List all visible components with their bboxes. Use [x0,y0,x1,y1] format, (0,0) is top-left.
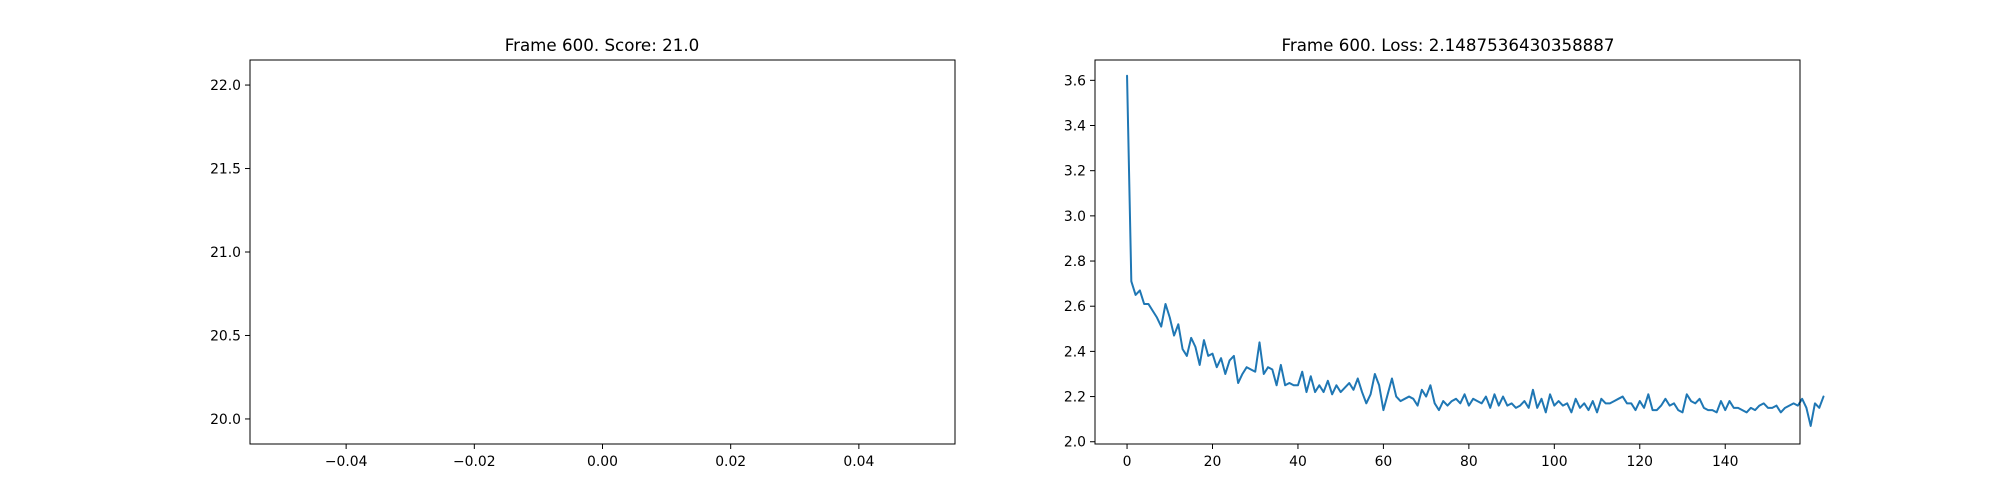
x-tick-label: 0.00 [587,454,618,470]
loss-chart-frame [1094,59,1801,445]
y-tick-label: 3.6 [1064,73,1086,89]
score-chart: Frame 600. Score: 21.0 −0.04 −0.02 0.00 0.0… [210,35,956,470]
loss-chart-y-ticks: 2.0 2.2 2.4 2.6 2.8 3.0 3.2 3.4 3.6 [1064,73,1095,451]
score-chart-y-ticks: 20.0 20.5 21.0 21.5 22.0 [210,78,250,428]
score-chart-x-ticks: −0.04 −0.02 0.00 0.02 0.04 [325,444,874,470]
x-tick-label: 0.02 [715,454,746,470]
loss-chart-title: Frame 600. Loss: 2.1487536430358887 [1281,35,1614,55]
y-tick-label: 2.6 [1064,299,1086,315]
y-tick-label: 20.5 [210,328,241,344]
y-tick-label: 2.0 [1064,435,1086,451]
y-tick-label: 20.0 [210,412,241,428]
x-tick-label: 80 [1460,454,1478,470]
y-tick-label: 2.4 [1064,344,1086,360]
y-tick-label: 2.8 [1064,254,1086,270]
y-tick-label: 3.2 [1064,164,1086,180]
y-tick-label: 21.0 [210,245,241,261]
score-chart-frame [249,59,956,445]
loss-line [1126,74,1825,427]
x-tick-label: 0 [1123,454,1132,470]
x-tick-label: −0.02 [453,454,496,470]
x-tick-label: 20 [1204,454,1222,470]
x-tick-label: 60 [1375,454,1393,470]
y-tick-label: 21.5 [210,162,241,178]
x-tick-label: −0.04 [325,454,368,470]
loss-chart-x-ticks: 0 20 40 60 80 100 120 140 [1123,444,1739,470]
x-tick-label: 40 [1289,454,1307,470]
score-chart-title: Frame 600. Score: 21.0 [505,35,700,55]
y-tick-label: 22.0 [210,78,241,94]
x-tick-label: 0.04 [843,454,874,470]
y-tick-label: 3.4 [1064,119,1086,135]
loss-chart: Frame 600. Loss: 2.1487536430358887 0 20 4… [1064,35,1825,470]
x-tick-label: 100 [1541,454,1568,470]
x-tick-label: 140 [1712,454,1739,470]
x-tick-label: 120 [1627,454,1654,470]
y-tick-label: 3.0 [1064,209,1086,225]
y-tick-label: 2.2 [1064,390,1086,406]
